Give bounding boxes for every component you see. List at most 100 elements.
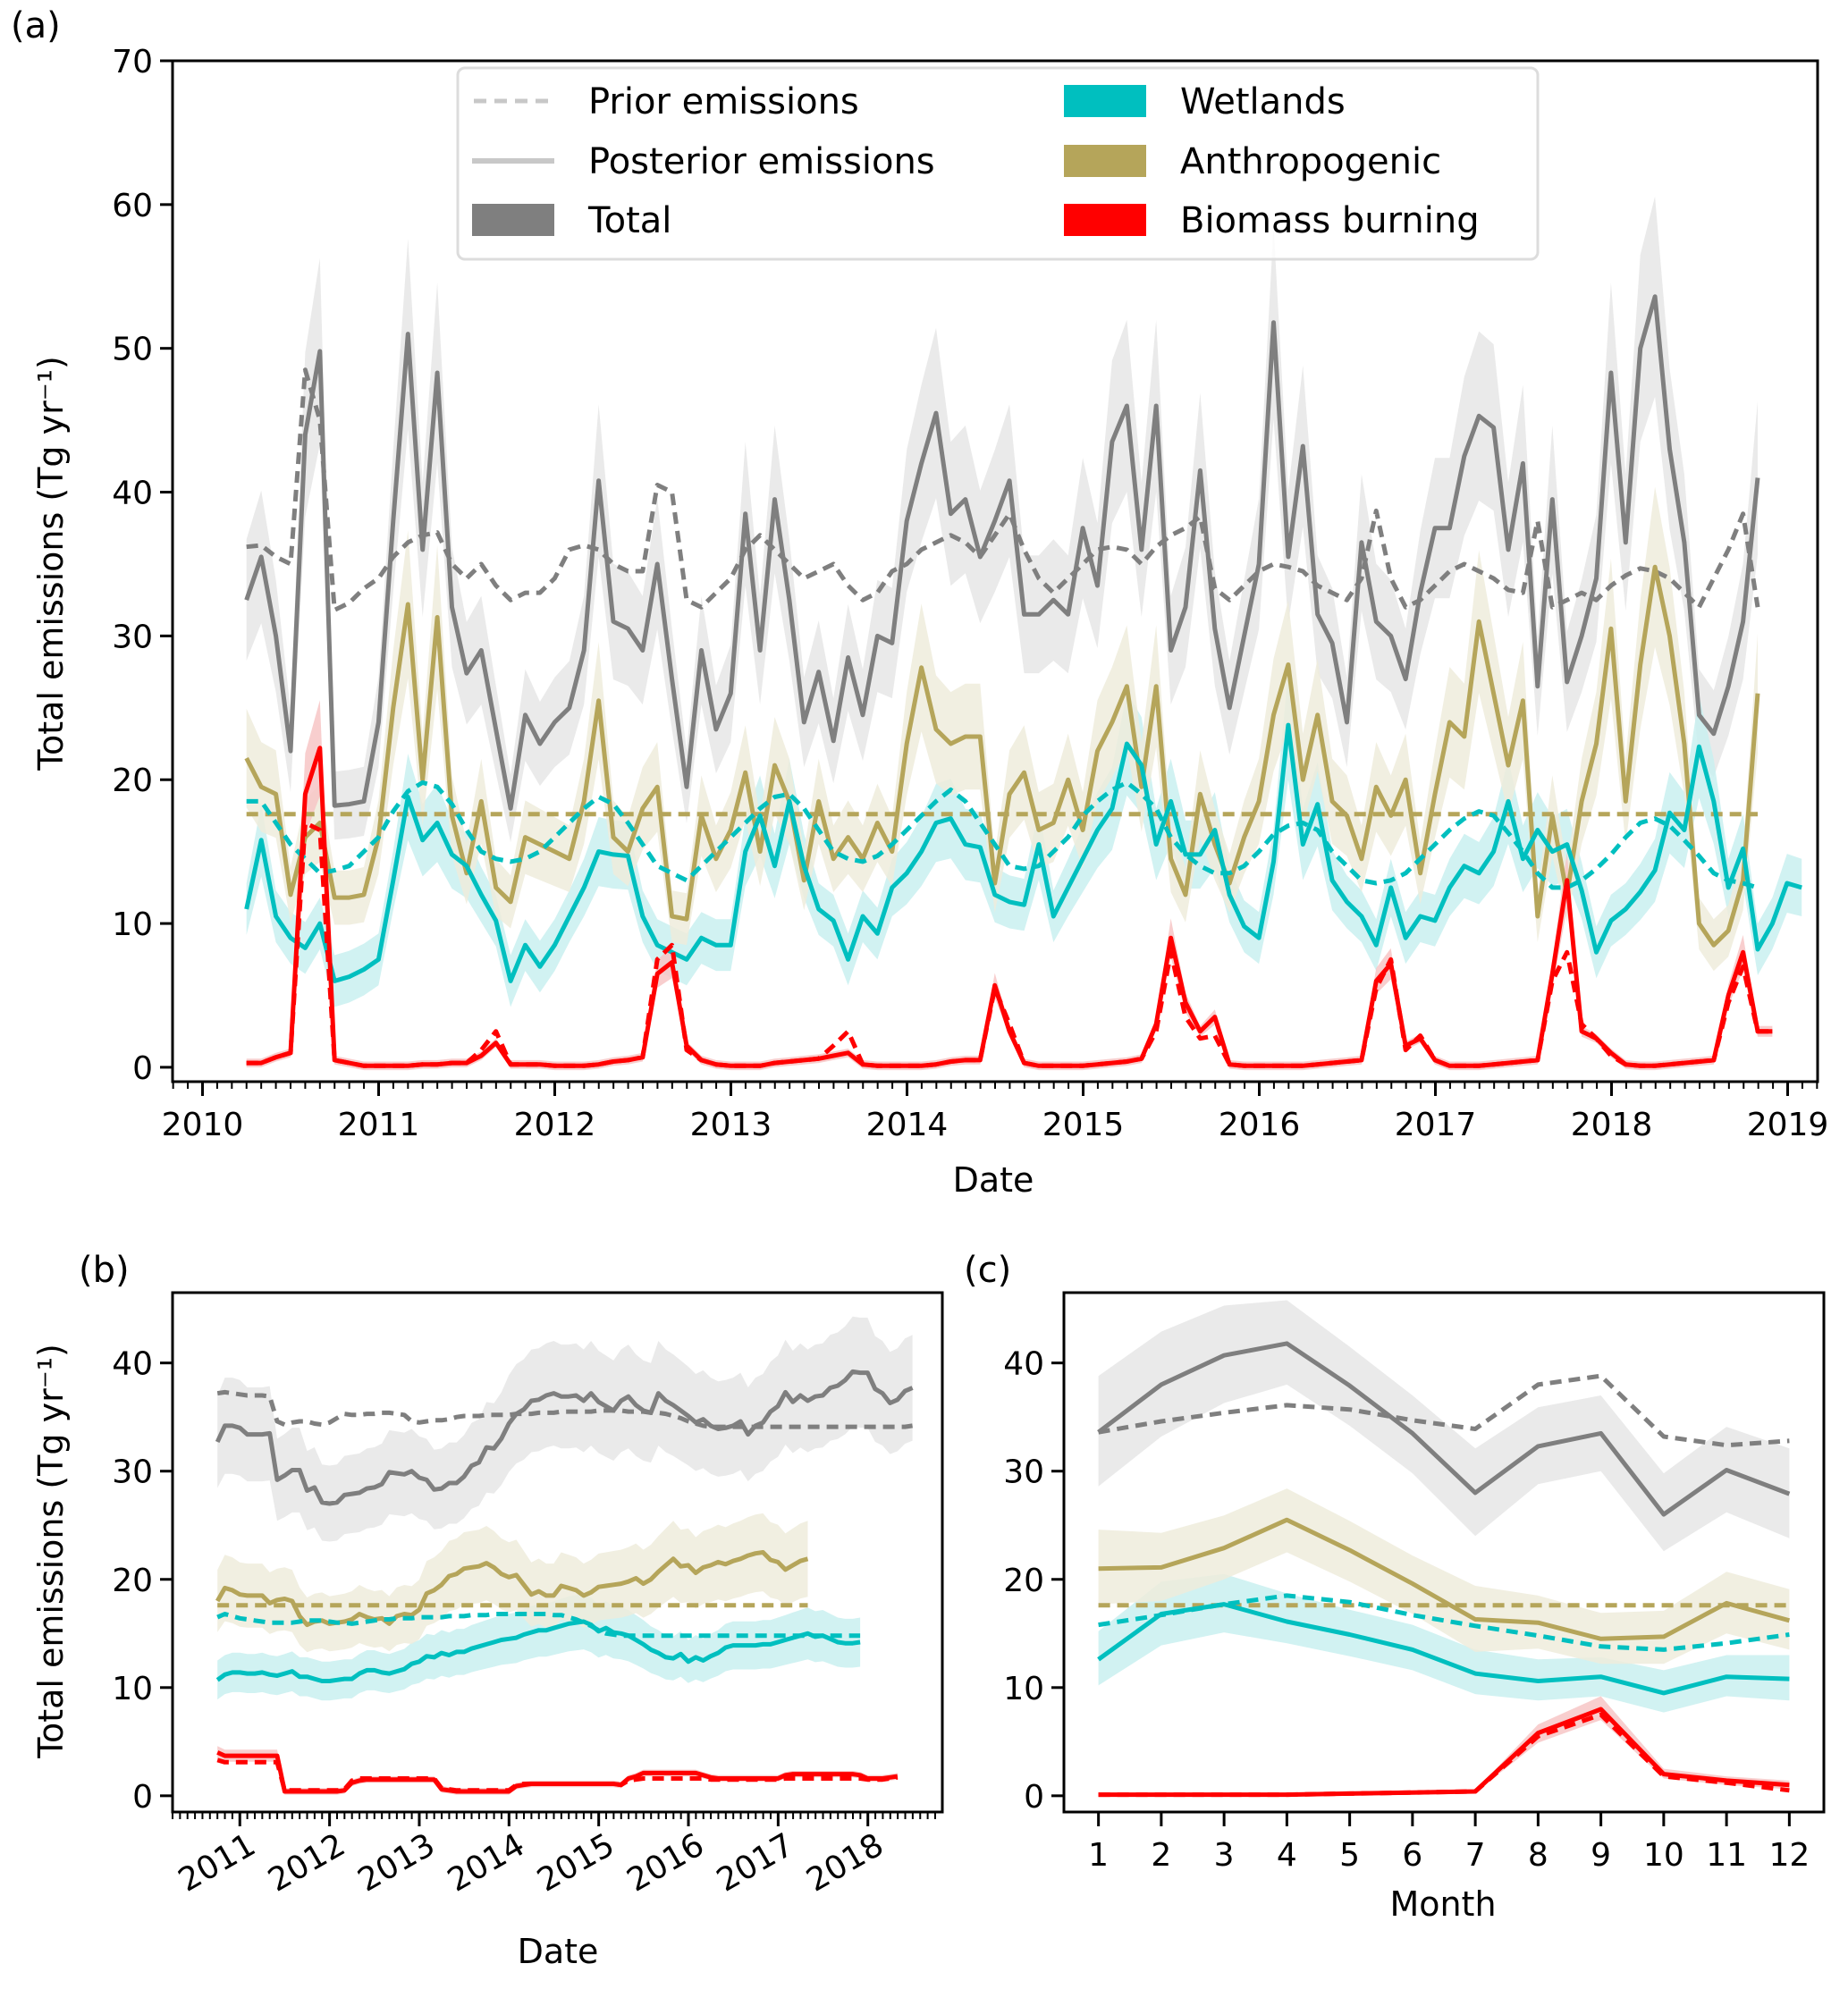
line-total-posterior-panel-c	[1097, 1341, 1791, 1517]
panel-label-c: (c)	[964, 1250, 1011, 1291]
x-tick-label: 4	[1277, 1837, 1297, 1874]
band-wetlands-panel-c	[1098, 1573, 1790, 1713]
y-tick-label: 40	[112, 476, 153, 512]
x-tick-label: 12	[1768, 1837, 1810, 1874]
panel-b-frame	[171, 1291, 944, 1814]
band-total-panel-a	[246, 196, 1759, 842]
x-tick-label: 2014	[866, 1107, 949, 1143]
x-tick-label: 2013	[352, 1826, 442, 1899]
y-tick-label: 40	[1003, 1346, 1044, 1383]
y-tick-label: 0	[132, 1050, 153, 1087]
x-tick-label: 2012	[262, 1826, 351, 1899]
x-tick-label: 2019	[1747, 1107, 1829, 1143]
y-tick-label: 30	[112, 1454, 153, 1491]
legend-label-total: Total	[587, 200, 671, 241]
line-biomass-prior-panel-c	[1098, 1712, 1790, 1798]
line-wetlands-posterior-panel-b	[215, 1619, 861, 1683]
x-tick-label: 3	[1214, 1837, 1235, 1874]
legend: Prior emissions Posterior emissions Tota…	[456, 66, 1540, 261]
panel-c-xlabel: Month	[1389, 1884, 1496, 1924]
y-tick-label: 0	[132, 1779, 153, 1816]
line-biomass-prior-panel-b	[216, 1757, 899, 1793]
panel-a-plot-area: 0 10 20 30 40 50 60 70 2010 2011 2012 2013 2014 2015 2…	[112, 44, 1828, 1143]
x-tick-label: 9	[1591, 1837, 1611, 1874]
x-tick-label: 2015	[531, 1826, 620, 1899]
y-tick-label: 20	[1003, 1563, 1044, 1599]
band-biomass-panel-a	[246, 700, 1773, 1071]
x-tick-label: 2011	[173, 1826, 262, 1899]
line-wetlands-posterior-panel-a	[244, 722, 1802, 983]
x-tick-label: 2010	[162, 1107, 244, 1143]
band-wetlands-panel-a	[246, 670, 1802, 1007]
line-total-posterior-panel-b	[215, 1369, 914, 1506]
x-tick-label: 2011	[338, 1107, 420, 1143]
x-tick-label: 2017	[1395, 1107, 1477, 1143]
line-biomass-posterior-panel-c	[1098, 1707, 1790, 1798]
line-biomass-prior-panel-a	[246, 821, 1773, 1068]
panel-c-series-layer	[1097, 1300, 1791, 1798]
panel-b-series-layer	[215, 1316, 914, 1795]
line-anthropogenic-posterior-panel-c	[1098, 1517, 1791, 1641]
y-tick-label: 40	[112, 1346, 153, 1383]
legend-label-posterior: Posterior emissions	[588, 141, 935, 182]
x-tick-label: 1	[1088, 1837, 1109, 1874]
line-total-prior-panel-b	[216, 1389, 913, 1429]
panel-a-timeseries: (a) 0 10 20 30 40 50 60 70 2010 2011 2012 2013 2014 2…	[11, 5, 1828, 1200]
panel-label-b: (b)	[79, 1250, 130, 1291]
legend-label-anthropogenic: Anthropogenic	[1180, 141, 1441, 182]
y-tick-label: 70	[112, 44, 153, 80]
y-tick-label: 10	[112, 1671, 153, 1707]
y-tick-label: 10	[112, 906, 153, 943]
x-tick-label: 2018	[800, 1826, 890, 1899]
legend-label-wetlands: Wetlands	[1180, 81, 1346, 122]
x-tick-label: 6	[1402, 1837, 1422, 1874]
line-wetlands-prior-panel-c	[1098, 1593, 1790, 1652]
x-tick-label: 2017	[711, 1826, 800, 1899]
x-tick-label: 7	[1465, 1837, 1486, 1874]
y-tick-label: 0	[1024, 1779, 1044, 1816]
legend-swatch-wetlands	[1064, 85, 1146, 117]
x-tick-label: 2014	[442, 1826, 531, 1899]
panel-b-ylabel: Total emissions (Tg yr⁻¹)	[31, 1344, 71, 1759]
band-biomass-panel-c	[1098, 1696, 1790, 1796]
band-anthropogenic-panel-c	[1098, 1488, 1790, 1665]
legend-swatch-anthropogenic	[1064, 145, 1146, 177]
panel-b-plot-area: 0 10 20 30 40 2011 2012 2013 2014 2015 2016 2017 201…	[112, 1291, 944, 1900]
x-tick-label: 10	[1643, 1837, 1684, 1874]
line-biomass-posterior-panel-b	[216, 1750, 899, 1794]
x-tick-label: 2	[1151, 1837, 1171, 1874]
band-wetlands-panel-b	[217, 1593, 861, 1701]
panel-label-a: (a)	[11, 5, 61, 46]
y-tick-label: 30	[1003, 1454, 1044, 1491]
legend-label-prior: Prior emissions	[588, 81, 859, 122]
panel-c-frame	[1062, 1291, 1826, 1814]
x-tick-label: 2016	[1219, 1107, 1301, 1143]
y-tick-label: 50	[112, 332, 153, 368]
x-tick-label: 2013	[690, 1107, 772, 1143]
panel-b-xlabel: Date	[518, 1932, 599, 1971]
legend-swatch-total	[472, 204, 554, 236]
x-tick-label: 5	[1339, 1837, 1360, 1874]
band-biomass-panel-b	[217, 1746, 898, 1795]
y-tick-label: 20	[112, 1563, 153, 1599]
x-tick-label: 8	[1528, 1837, 1548, 1874]
panel-a-ylabel: Total emissions (Tg yr⁻¹)	[31, 356, 71, 771]
line-anthropogenic-posterior-panel-a	[244, 564, 1760, 948]
x-tick-label: 11	[1706, 1837, 1747, 1874]
line-wetlands-prior-panel-a	[246, 780, 1759, 890]
panel-a-xlabel: Date	[953, 1160, 1034, 1200]
line-wetlands-prior-panel-b	[216, 1612, 861, 1639]
legend-swatch-biomass	[1064, 204, 1146, 236]
x-tick-label: 2018	[1571, 1107, 1653, 1143]
y-tick-label: 20	[112, 763, 153, 799]
band-total-panel-b	[217, 1316, 913, 1542]
line-total-posterior-panel-a	[244, 294, 1760, 811]
legend-label-biomass: Biomass burning	[1180, 200, 1480, 241]
legend-frame	[456, 66, 1540, 261]
x-tick-label: 2015	[1042, 1107, 1125, 1143]
y-tick-label: 10	[1003, 1671, 1044, 1707]
